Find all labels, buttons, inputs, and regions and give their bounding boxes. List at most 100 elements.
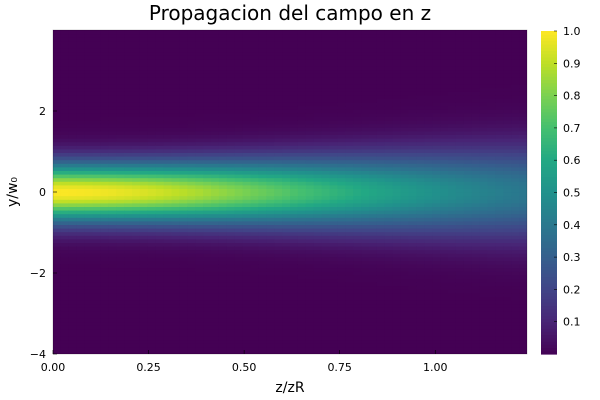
heatmap-cell — [440, 130, 449, 135]
heatmap-cell — [195, 166, 204, 171]
heatmap-cell — [345, 181, 354, 186]
heatmap-cell — [353, 40, 362, 45]
heatmap-cell — [440, 141, 449, 146]
heatmap-cell — [416, 33, 425, 38]
heatmap-cell — [226, 102, 236, 107]
heatmap-cell — [455, 235, 465, 240]
heatmap-cell — [163, 339, 173, 344]
heatmap-cell — [384, 278, 394, 283]
heatmap-cell — [132, 278, 141, 283]
heatmap-cell — [53, 235, 62, 240]
heatmap-cell — [53, 73, 62, 78]
heatmap-cell — [266, 159, 275, 164]
heatmap-cell — [53, 51, 62, 56]
heatmap-cell — [76, 343, 86, 348]
heatmap-cell — [274, 188, 283, 193]
heatmap-cell — [108, 66, 117, 71]
heatmap-cell — [179, 235, 188, 240]
heatmap-cell — [132, 238, 141, 243]
heatmap-cell — [68, 87, 78, 92]
heatmap-cell — [384, 332, 394, 337]
heatmap-cell — [147, 145, 157, 150]
heatmap-cell — [250, 267, 259, 272]
heatmap-cell — [266, 260, 275, 265]
heatmap-cell — [171, 80, 180, 85]
heatmap-cell — [329, 310, 338, 315]
heatmap-cell — [100, 141, 109, 146]
heatmap-cell — [226, 325, 236, 330]
heatmap-cell — [305, 152, 315, 157]
heatmap-cell — [416, 260, 425, 265]
heatmap-cell — [218, 152, 228, 157]
heatmap-cell — [179, 228, 188, 233]
heatmap-cell — [448, 69, 457, 74]
heatmap-cell — [68, 94, 78, 99]
heatmap-cell — [92, 253, 101, 258]
heatmap-cell — [132, 40, 141, 45]
heatmap-cell — [195, 339, 204, 344]
heatmap-cell — [471, 145, 481, 150]
heatmap-cell — [234, 321, 244, 326]
heatmap-cell — [132, 184, 141, 189]
heatmap-cell — [226, 109, 236, 114]
heatmap-cell — [132, 303, 141, 308]
heatmap-cell — [305, 253, 315, 258]
heatmap-cell — [218, 192, 228, 197]
heatmap-cell — [345, 130, 354, 135]
heatmap-cell — [211, 177, 220, 182]
heatmap-cell — [171, 69, 180, 74]
heatmap-cell — [171, 156, 180, 161]
heatmap-cell — [290, 73, 299, 78]
heatmap-cell — [487, 220, 496, 225]
heatmap-cell — [132, 332, 141, 337]
heatmap-cell — [84, 260, 94, 265]
heatmap-cell — [479, 238, 489, 243]
heatmap-cell — [171, 318, 180, 323]
heatmap-cell — [440, 138, 449, 143]
heatmap-cell — [171, 213, 180, 218]
heatmap-cell — [258, 195, 267, 200]
heatmap-cell — [345, 37, 354, 42]
heatmap-cell — [337, 123, 346, 128]
heatmap-cell — [84, 30, 94, 35]
heatmap-cell — [392, 274, 402, 279]
heatmap-cell — [376, 192, 386, 197]
heatmap-cell — [250, 350, 259, 354]
heatmap-cell — [218, 289, 228, 294]
heatmap-cell — [147, 256, 157, 261]
heatmap-cell — [242, 62, 252, 67]
heatmap-cell — [234, 44, 244, 49]
heatmap-cell — [155, 336, 165, 341]
heatmap-cell — [392, 40, 402, 45]
heatmap-cell — [100, 206, 109, 211]
heatmap-cell — [282, 120, 291, 125]
heatmap-cell — [92, 138, 101, 143]
heatmap-cell — [353, 202, 362, 207]
heatmap-cell — [432, 300, 441, 305]
heatmap-cell — [384, 249, 394, 254]
heatmap-cell — [353, 58, 362, 63]
heatmap-cell — [258, 249, 267, 254]
heatmap-cell — [242, 84, 252, 89]
heatmap-cell — [100, 303, 109, 308]
heatmap-cell — [440, 148, 449, 153]
heatmap-cell — [424, 51, 433, 56]
heatmap-cell — [124, 170, 133, 175]
heatmap-cell — [68, 69, 78, 74]
heatmap-cell — [163, 325, 173, 330]
heatmap-cell — [274, 80, 283, 85]
heatmap-cell — [376, 134, 386, 139]
heatmap-cell — [487, 310, 496, 315]
heatmap-cell — [147, 213, 157, 218]
heatmap-cell — [416, 217, 425, 222]
heatmap-cell — [337, 177, 346, 182]
heatmap-cell — [171, 159, 180, 164]
heatmap-cell — [455, 282, 465, 287]
heatmap-cell — [211, 346, 220, 351]
heatmap-cell — [290, 109, 299, 114]
heatmap-cell — [479, 339, 489, 344]
heatmap-cell — [282, 66, 291, 71]
heatmap-cell — [424, 120, 433, 125]
heatmap-cell — [211, 238, 220, 243]
heatmap-cell — [463, 206, 473, 211]
